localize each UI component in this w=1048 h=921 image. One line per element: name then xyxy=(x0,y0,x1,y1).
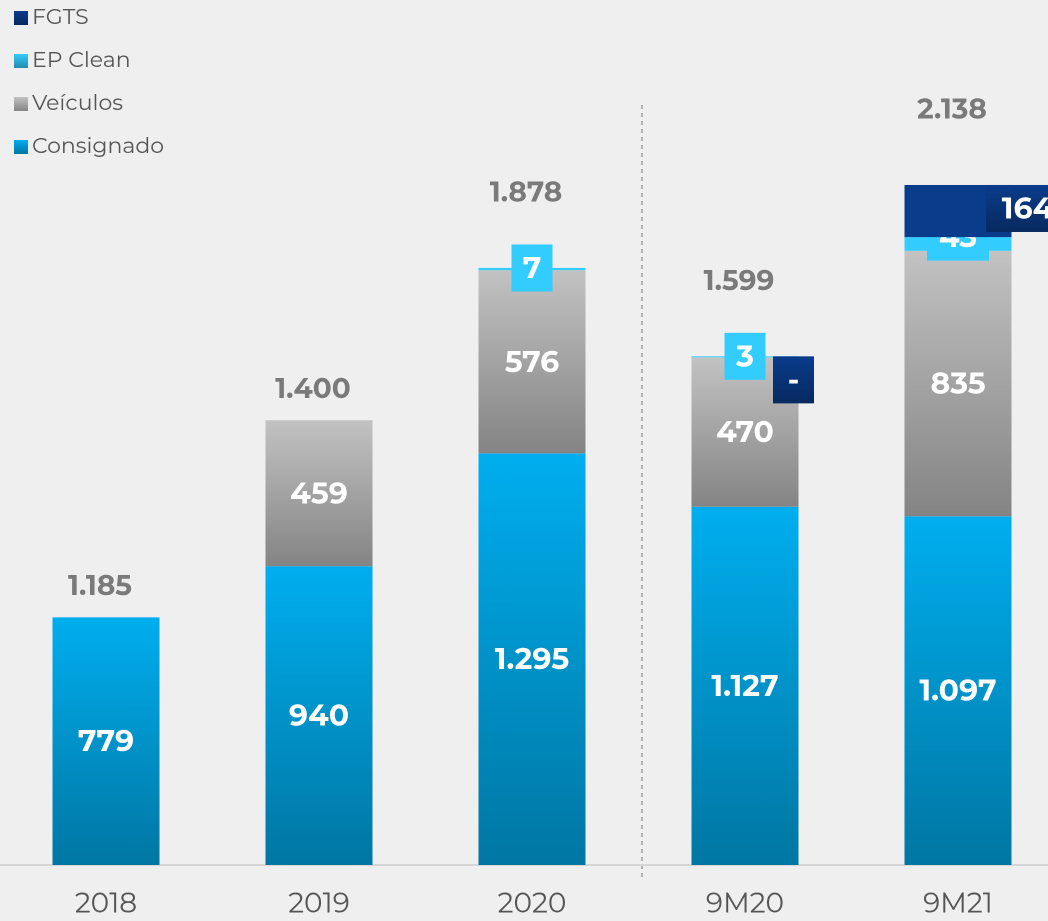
x-tick-label: 2019 xyxy=(288,886,350,920)
legend-label: EP Clean xyxy=(32,46,131,73)
value-label: 1.295 xyxy=(495,640,570,677)
legend-label: Consignado xyxy=(32,132,164,159)
value-label: 1.127 xyxy=(711,667,778,704)
legend-swatch-shade xyxy=(14,11,28,25)
value-label: 164 xyxy=(1002,190,1048,227)
bar-shade xyxy=(265,566,373,865)
value-label: 779 xyxy=(78,722,134,759)
label-box xyxy=(511,244,553,292)
value-label: - xyxy=(788,361,800,398)
bar-shade xyxy=(265,420,373,567)
label-box-shade xyxy=(986,184,1048,232)
value-label: 835 xyxy=(930,365,985,402)
value-label: 576 xyxy=(505,343,560,380)
bar-shade xyxy=(904,516,1012,865)
x-tick-label: 9M20 xyxy=(706,886,784,920)
total-label: 1.599 xyxy=(704,264,775,298)
value-label: 7 xyxy=(523,249,542,286)
legend-label: Veículos xyxy=(32,89,123,116)
value-label: 459 xyxy=(290,474,348,511)
legend-label: FGTS xyxy=(32,3,89,30)
legend-swatch-shade xyxy=(14,54,28,68)
value-label: 1.097 xyxy=(919,672,996,709)
total-label: 1.400 xyxy=(275,372,351,406)
x-tick-label: 9M21 xyxy=(923,886,993,920)
label-box xyxy=(724,332,766,380)
value-label: 3 xyxy=(735,337,754,374)
x-tick-label: 2020 xyxy=(498,886,567,920)
legend-swatch-shade xyxy=(14,97,28,111)
x-tick-label: 2018 xyxy=(75,886,137,920)
value-label: 470 xyxy=(716,413,774,450)
total-label: 1.878 xyxy=(490,175,562,209)
bar-shade xyxy=(478,270,586,454)
bar-shade xyxy=(478,453,586,865)
total-label: 1.185 xyxy=(68,569,132,603)
bar-shade xyxy=(52,617,160,865)
bar-shade xyxy=(904,250,1012,517)
total-label: 2.138 xyxy=(917,93,987,127)
label-box-shade xyxy=(773,356,814,404)
legend-swatch-shade xyxy=(14,140,28,154)
value-label: 940 xyxy=(289,697,349,734)
bar-shade xyxy=(691,506,799,865)
